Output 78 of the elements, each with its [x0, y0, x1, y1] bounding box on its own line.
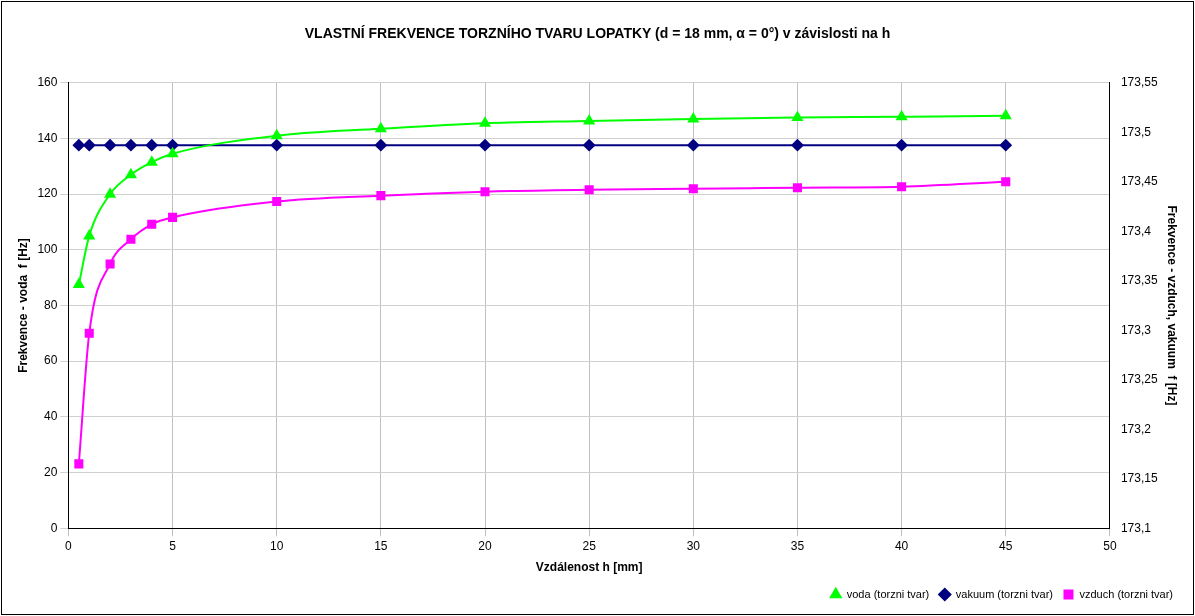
- point: [479, 139, 492, 152]
- x-axis-title: Vzdálenost h [mm]: [535, 560, 643, 575]
- point: [687, 139, 700, 152]
- point: [146, 156, 158, 166]
- x-tick-label: 35: [790, 538, 805, 553]
- x-tick-label: 30: [686, 538, 701, 553]
- point: [895, 139, 908, 152]
- y-tick-label: 40: [44, 409, 58, 424]
- y-tick-label: 60: [44, 353, 58, 368]
- point: [83, 229, 95, 240]
- x-tick-label: 20: [478, 538, 493, 553]
- point: [83, 139, 96, 152]
- x-tick-label: 0: [65, 538, 73, 553]
- point: [270, 139, 283, 152]
- point: [583, 114, 595, 125]
- x-tick-label: 10: [270, 538, 284, 553]
- point: [72, 139, 85, 152]
- y2-tick-label: 173,15: [1120, 471, 1158, 486]
- point: [167, 147, 178, 158]
- point: [792, 183, 802, 193]
- x-tick-label: 5: [169, 538, 177, 553]
- point: [145, 139, 158, 152]
- x-tick-label: 50: [1103, 538, 1117, 553]
- y2-tick-label: 173,25: [1120, 372, 1158, 387]
- y-tick-label: 80: [44, 297, 58, 312]
- point: [73, 278, 85, 289]
- y-axis-title: Frekvence - voda f [Hz]: [15, 238, 30, 373]
- y2-tick-label: 173,4: [1120, 223, 1152, 238]
- y2-tick-label: 173,35: [1120, 273, 1158, 288]
- x-tick-label: 25: [582, 538, 597, 553]
- point: [104, 188, 116, 198]
- y-tick-label: 140: [37, 130, 58, 145]
- point: [375, 122, 387, 133]
- y2-tick-label: 173,3: [1120, 322, 1152, 337]
- legend-label: vakuum (torzni tvar): [955, 587, 1053, 600]
- point: [272, 197, 282, 207]
- point: [105, 259, 115, 269]
- point: [896, 110, 907, 121]
- point: [271, 129, 283, 140]
- point: [792, 111, 803, 122]
- y-tick-label: 0: [50, 520, 58, 535]
- y2-tick-label: 173,55: [1120, 75, 1158, 90]
- x-tick-label: 15: [374, 538, 388, 553]
- y-tick-label: 100: [37, 242, 58, 257]
- point: [688, 184, 698, 194]
- y2-tick-label: 173,2: [1120, 421, 1152, 436]
- y-tick-label: 20: [44, 464, 58, 479]
- point: [791, 139, 804, 152]
- point: [125, 168, 137, 179]
- legend-label: vzduch (torzni tvar): [1079, 587, 1173, 600]
- point: [74, 459, 84, 469]
- y2-tick-label: 173,1: [1120, 520, 1152, 535]
- point: [583, 139, 596, 152]
- x-tick-label: 45: [999, 538, 1013, 553]
- point: [584, 185, 594, 195]
- point: [124, 139, 137, 152]
- point: [376, 191, 386, 201]
- point: [479, 117, 491, 127]
- point: [1000, 109, 1012, 120]
- chart-title: VLASTNÍ FREKVENCE TORZNÍHO TVARU LOPATKY (d = 18 mm, α = 0°) v závislosti na h: [304, 25, 891, 42]
- point: [104, 139, 117, 152]
- point: [126, 234, 136, 244]
- y2-tick-label: 173,5: [1120, 124, 1152, 139]
- point: [999, 139, 1012, 152]
- point: [1001, 177, 1011, 187]
- y2-tick-label: 173,45: [1120, 174, 1158, 189]
- point: [480, 187, 490, 197]
- y-tick-label: 160: [37, 75, 58, 90]
- point: [147, 219, 157, 229]
- x-tick-label: 40: [894, 538, 909, 553]
- y2-axis-title: Frekvence - vzduch, vakuum f [Hz]: [1165, 205, 1180, 406]
- point: [168, 212, 178, 222]
- point: [897, 182, 907, 192]
- point: [687, 112, 699, 123]
- legend-label: voda (torzni tvar): [846, 587, 930, 600]
- point: [374, 139, 387, 152]
- y-tick-label: 120: [37, 186, 58, 201]
- point: [84, 328, 94, 338]
